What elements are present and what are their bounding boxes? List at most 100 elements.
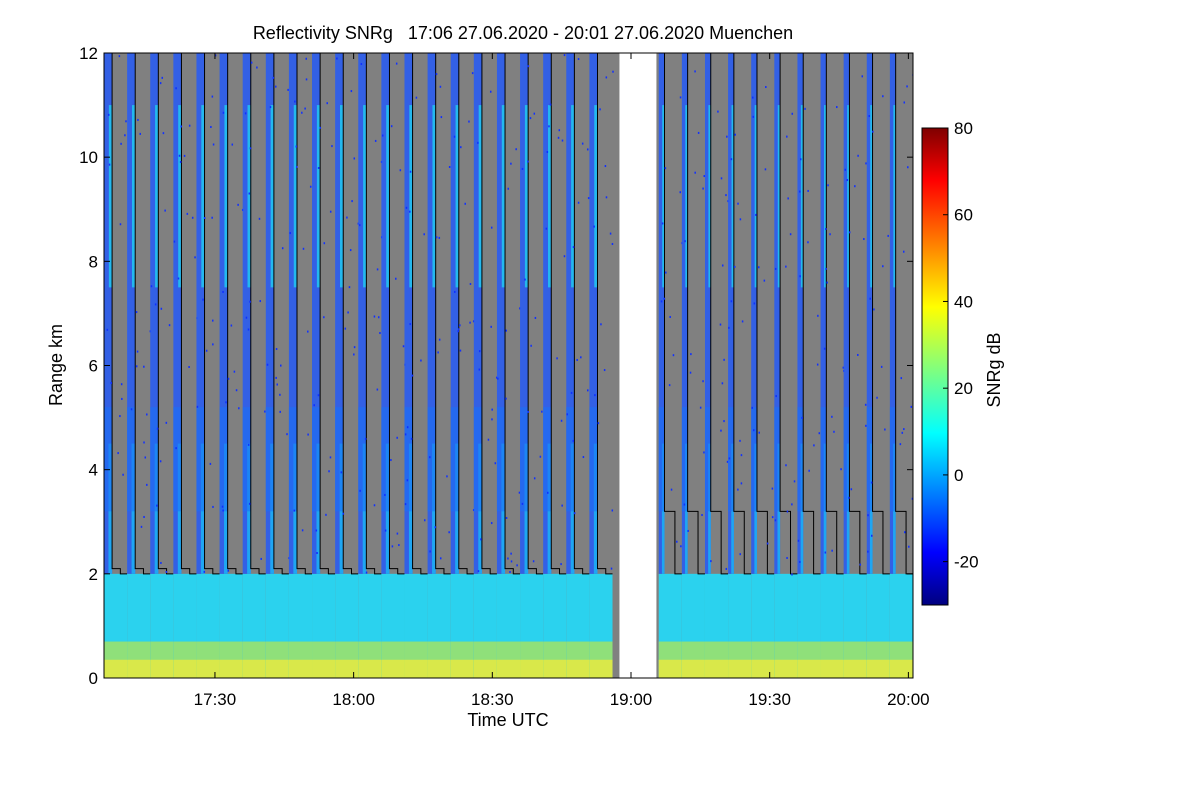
- noise-dot: [211, 319, 214, 322]
- noise-dot: [561, 139, 564, 142]
- noise-dot: [663, 297, 666, 300]
- noise-dot: [660, 300, 663, 303]
- noise-dot: [857, 154, 859, 157]
- scan-outline: [728, 53, 752, 575]
- scan-outline: [288, 53, 313, 575]
- noise-dot: [211, 216, 213, 219]
- noise-dot: [440, 116, 443, 119]
- noise-dot: [882, 95, 884, 98]
- noise-dot: [225, 401, 227, 404]
- noise-dot: [404, 433, 407, 436]
- noise-dot: [227, 377, 230, 380]
- noise-dot: [159, 460, 162, 463]
- scan-outline: [265, 53, 289, 575]
- noise-dot: [266, 363, 269, 366]
- profile-sweep-cell: [520, 53, 529, 574]
- noise-dot: [117, 452, 119, 455]
- noise-dot: [533, 112, 536, 115]
- mid-layer-cell: [127, 407, 136, 512]
- noise-dot: [150, 285, 153, 288]
- scan-outline: [358, 53, 382, 575]
- noise-dot: [286, 433, 288, 436]
- noise-dot: [689, 371, 692, 374]
- noise-dot: [247, 328, 250, 331]
- surface-peak-cell: [104, 659, 128, 678]
- profile-sweep-cell: [797, 53, 804, 574]
- noise-dot: [676, 540, 678, 543]
- x-axis: 17:30 18:00 18:30 19:00 19:30 20:00: [194, 53, 930, 709]
- surface-peak-cell: [520, 659, 544, 678]
- noise-dot: [275, 85, 277, 88]
- profile-sweep-cell: [774, 53, 781, 574]
- scan-outline: [335, 53, 359, 575]
- scan-outline: [404, 53, 428, 575]
- mid-layer-cell: [265, 407, 274, 512]
- colorbar-tick-label: 80: [954, 119, 973, 138]
- noise-dot: [807, 241, 809, 244]
- noise-dot: [519, 307, 521, 310]
- noise-dot: [859, 563, 862, 566]
- noise-dot: [154, 303, 157, 306]
- noise-dot: [491, 408, 493, 411]
- noise-dot: [301, 111, 303, 114]
- noise-dot: [605, 196, 608, 199]
- y-tick-label: 10: [79, 148, 98, 167]
- noise-dot: [560, 563, 562, 566]
- mid-layer-cell: [288, 407, 298, 512]
- colorbar-tick-label: -20: [954, 553, 979, 572]
- profile-sweep-cell: [381, 53, 390, 574]
- scan-outline: [751, 53, 775, 575]
- noise-dot: [683, 503, 686, 506]
- noise-dot: [687, 529, 689, 532]
- noise-dot: [786, 510, 789, 513]
- noise-dot: [409, 323, 411, 326]
- surface-peak-cell: [889, 659, 913, 678]
- noise-dot: [789, 233, 792, 236]
- noise-dot: [336, 57, 338, 60]
- noise-dot: [162, 132, 165, 135]
- mid-layer-cell: [658, 407, 665, 512]
- noise-dot: [587, 197, 590, 200]
- noise-dot: [406, 426, 409, 429]
- noise-dot: [120, 383, 123, 386]
- noise-dot: [723, 420, 725, 423]
- noise-dot: [293, 509, 296, 512]
- noise-dot: [900, 377, 903, 380]
- profile-sweep-cell: [404, 53, 413, 574]
- upper-layer-cell: [777, 105, 781, 288]
- mid-layer-cell: [312, 407, 321, 512]
- scan-outline: [658, 53, 682, 575]
- noise-dot: [703, 451, 705, 454]
- surface-peak-cell: [658, 659, 682, 678]
- noise-dot: [661, 222, 664, 225]
- noise-dot: [439, 557, 442, 560]
- noise-dot: [205, 349, 208, 352]
- noise-dot: [313, 404, 315, 407]
- mid-layer-cell: [427, 407, 436, 512]
- noise-dot: [529, 117, 532, 120]
- mid-layer-cell: [543, 407, 552, 512]
- noise-dot: [549, 103, 552, 106]
- noise-dot: [439, 85, 442, 88]
- noise-dot: [457, 330, 459, 333]
- plot-area: 17:30 18:00 18:30 19:00 19:30 20:00 0 2 4 6 8 10 12: [79, 44, 930, 709]
- colorbar-tick-label: 60: [954, 206, 973, 225]
- noise-dot: [570, 391, 573, 394]
- x-tick-label: 19:00: [610, 690, 653, 709]
- noise-dot: [143, 441, 145, 444]
- upper-layer-cell: [108, 105, 113, 288]
- noise-dot: [415, 96, 418, 99]
- noise-dot: [741, 320, 744, 323]
- noise-dot: [870, 481, 873, 484]
- noise-dot: [842, 366, 845, 369]
- noise-dot: [755, 213, 757, 216]
- noise-dot: [826, 281, 828, 284]
- noise-dot: [752, 115, 755, 118]
- x-tick-label: 18:00: [332, 690, 375, 709]
- noise-dot: [572, 439, 575, 442]
- noise-dot: [728, 457, 731, 460]
- scan-outline: [127, 53, 151, 575]
- noise-dot: [507, 557, 509, 560]
- mid-layer-cell: [381, 407, 390, 512]
- mid-layer-cell: [358, 407, 367, 512]
